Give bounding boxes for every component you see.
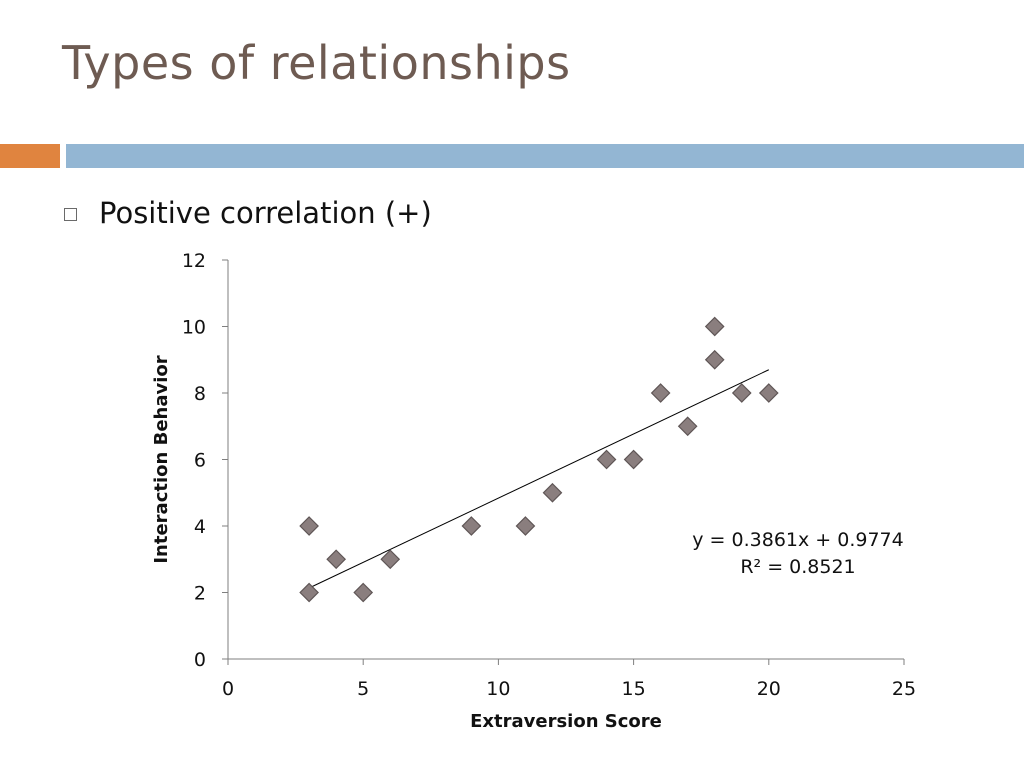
title-divider-bar [66,144,1024,168]
data-point-marker [542,482,563,503]
data-point-marker [623,449,644,470]
data-point-marker [650,383,671,403]
x-tick-label: 15 [622,678,646,700]
data-point-marker [596,449,617,470]
trendline-equation: y = 0.3861x + 0.9774 [692,529,903,551]
bullet-text: Positive correlation (+) [99,196,432,230]
data-point-marker [326,549,347,570]
y-tick-label: 4 [194,516,206,538]
y-tick-label: 10 [182,317,206,339]
x-tick-label: 10 [486,678,510,700]
x-tick-label: 25 [892,678,916,700]
bullet-item: Positive correlation (+) [64,193,432,233]
x-tick-label: 0 [222,678,234,700]
trendline [308,369,770,589]
r-squared-label: R² = 0.8521 [740,556,855,578]
x-tick-label: 20 [757,678,781,700]
data-point-marker [677,416,698,437]
data-point-marker [704,349,725,370]
y-tick-label: 12 [182,250,206,272]
data-point-marker [299,582,319,603]
data-point-marker [299,516,319,536]
data-point-marker [353,582,374,603]
y-tick-label: 6 [194,450,206,472]
data-point-marker [380,549,401,570]
x-tick-label: 5 [357,678,369,700]
y-tick-label: 0 [194,649,206,671]
data-point-marker [515,516,536,536]
data-point-marker [731,383,752,403]
hollow-square-bullet-icon [64,207,77,221]
slide-title: Types of relationships [62,36,571,90]
y-tick-label: 2 [194,583,206,605]
data-point-marker [758,383,779,403]
data-point-marker [461,516,482,536]
y-tick-label: 8 [194,383,206,405]
y-axis-title: Interaction Behavior [151,355,172,563]
x-axis-title: Extraversion Score [470,711,662,732]
data-point-marker [704,316,725,337]
title-accent-bar [0,144,60,168]
